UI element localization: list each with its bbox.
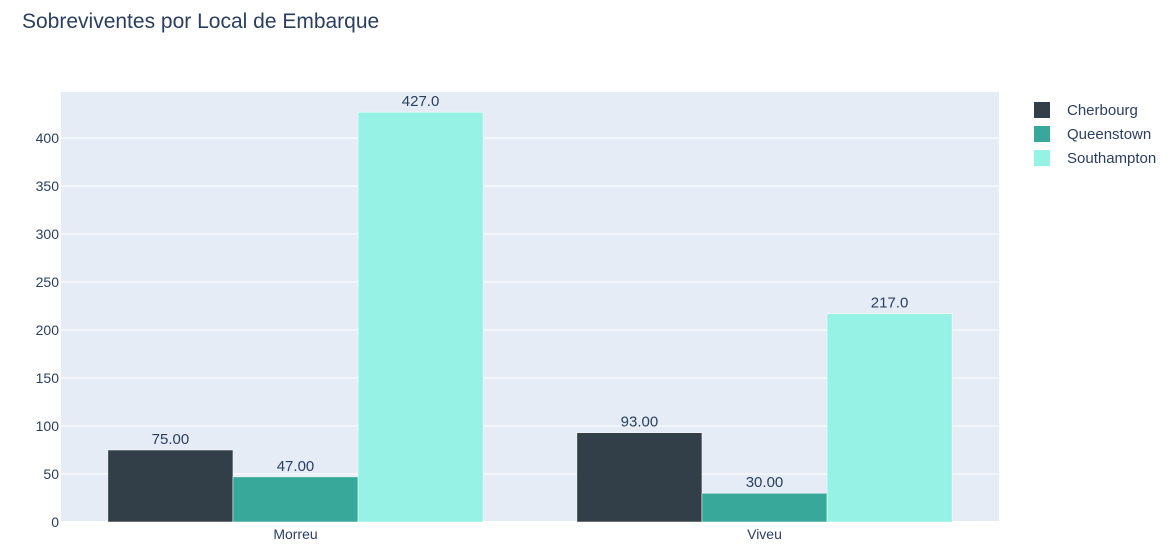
x-axis: Morreu Viveu: [273, 526, 782, 542]
y-axis: 0 50 100 150 200 250 300 350 400: [36, 130, 60, 530]
data-label: 30.00: [746, 474, 784, 491]
y-tick-label: 200: [36, 322, 60, 338]
data-label: 47.00: [277, 458, 315, 475]
x-tick-label: Morreu: [273, 526, 317, 542]
data-label: 93.00: [621, 414, 659, 431]
legend-item-queenstown[interactable]: Queenstown: [1034, 126, 1151, 143]
bar-queenstown-viveu: [701, 492, 828, 523]
y-tick-label: 50: [43, 466, 59, 482]
y-tick-label: 0: [51, 514, 59, 530]
legend-label: Cherbourg: [1067, 102, 1138, 119]
y-tick-label: 400: [36, 130, 60, 146]
y-tick-label: 250: [36, 274, 60, 290]
legend-label: Queenstown: [1067, 126, 1151, 143]
data-label: 427.0: [402, 93, 440, 110]
bar-southampton-viveu: [826, 313, 953, 523]
x-tick-label: Viveu: [747, 526, 782, 542]
legend-swatch: [1034, 126, 1050, 142]
legend-swatch: [1034, 102, 1050, 118]
legend-item-cherbourg[interactable]: Cherbourg: [1034, 102, 1138, 119]
legend: Cherbourg Queenstown Southampton: [1034, 102, 1156, 167]
bars: [107, 111, 953, 523]
y-tick-label: 150: [36, 370, 60, 386]
data-labels: 75.00 47.00 427.0 93.00 30.00 217.0: [152, 93, 909, 491]
data-label: 75.00: [152, 431, 190, 448]
bar-cherbourg-viveu: [576, 432, 703, 523]
legend-item-southampton[interactable]: Southampton: [1034, 150, 1156, 167]
legend-swatch: [1034, 150, 1050, 166]
bar-southampton-morreu: [357, 111, 484, 523]
data-label: 217.0: [871, 295, 909, 312]
chart-title: Sobreviventes por Local de Embarque: [22, 10, 379, 33]
bar-queenstown-morreu: [232, 476, 359, 523]
legend-label: Southampton: [1067, 150, 1156, 167]
bar-cherbourg-morreu: [107, 449, 234, 523]
y-tick-label: 300: [36, 226, 60, 242]
y-tick-label: 350: [36, 178, 60, 194]
y-tick-label: 100: [36, 418, 60, 434]
